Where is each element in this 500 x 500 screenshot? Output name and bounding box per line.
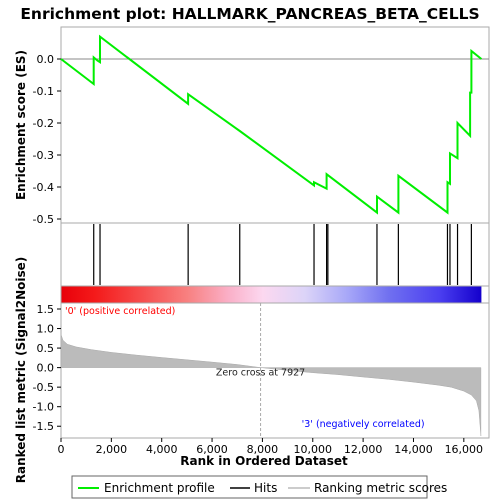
metric-ytick-label: -0.5 [33, 381, 54, 394]
legend-profile-label: Enrichment profile [104, 481, 215, 495]
es-ytick-label: 0.0 [37, 53, 55, 66]
enrichment-profile-line [60, 34, 483, 215]
es-ytick-label: -0.1 [33, 85, 54, 98]
es-ytick-label: -0.5 [33, 213, 54, 226]
metric-ytick-label: 0.5 [37, 342, 55, 355]
rank-color-bar [61, 286, 482, 303]
metric-panel: Zero cross at 7927 '0' (positive correla… [14, 257, 490, 484]
legend-metric-label: Ranking metric scores [314, 481, 447, 495]
legend-box [71, 475, 428, 499]
x-tick-label: 10,000 [294, 443, 333, 456]
x-tick-label: 2,000 [96, 443, 128, 456]
positive-correlated-label: '0' (positive correlated) [65, 306, 175, 317]
hits-panel-frame [60, 222, 490, 287]
hits-panel [60, 222, 490, 287]
metric-ytick-label: 0.0 [37, 362, 55, 375]
chart-title: Enrichment plot: HALLMARK_PANCREAS_BETA_… [20, 5, 479, 23]
metric-ytick-label: 1.0 [37, 323, 55, 336]
es-ytick-label: -0.4 [33, 181, 54, 194]
x-tick-label: 8,000 [247, 443, 279, 456]
x-tick-label: 6,000 [196, 443, 228, 456]
es-ylabel: Enrichment score (ES) [14, 50, 28, 200]
legend-hits-label: Hits [254, 481, 277, 495]
negative-correlated-label: '3' (negatively correlated) [302, 419, 425, 430]
x-tick-label: 4,000 [146, 443, 178, 456]
zero-cross-label: Zero cross at 7927 [216, 368, 305, 379]
es-ytick-label: -0.3 [33, 149, 54, 162]
x-tick-label: 12,000 [344, 443, 383, 456]
x-tick-label: 14,000 [394, 443, 433, 456]
es-panel: 0.0 -0.1 -0.2 -0.3 -0.4 -0.5 Enrichment score… [14, 26, 490, 226]
metric-ytick-label: -1.5 [33, 420, 54, 433]
metric-ytick-label: -1.0 [33, 401, 54, 414]
legend: Enrichment profile Hits Ranking metric s… [71, 475, 447, 499]
x-tick-label: 0 [58, 443, 65, 456]
metric-ylabel: Ranked list metric (Signal2Noise) [14, 257, 28, 484]
x-tick-label: 16,000 [445, 443, 484, 456]
x-axis-label: Rank in Ordered Dataset [180, 454, 348, 468]
ranking-metric-area [60, 334, 482, 437]
metric-ytick-label: 1.5 [37, 303, 55, 316]
es-ytick-label: -0.2 [33, 117, 54, 130]
